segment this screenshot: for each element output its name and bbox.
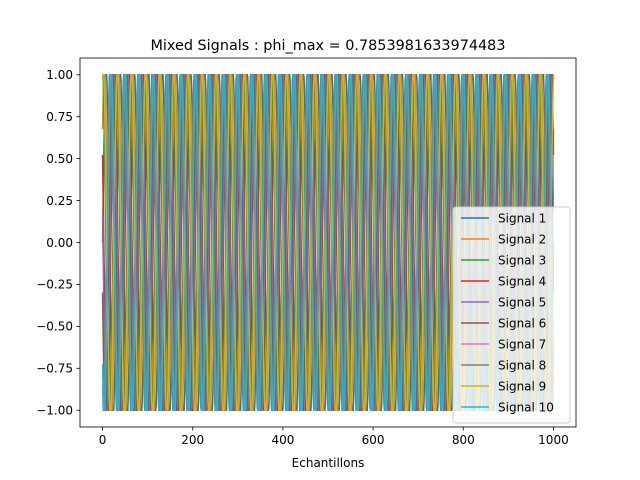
chart-title: Mixed Signals : phi_max = 0.785398163397… bbox=[151, 38, 506, 54]
x-tick-label: 400 bbox=[271, 433, 294, 447]
x-axis-label: Echantillons bbox=[292, 456, 365, 470]
legend-box bbox=[452, 206, 571, 424]
legend-label: Signal 5 bbox=[498, 296, 546, 310]
legend-label: Signal 4 bbox=[498, 275, 546, 289]
x-tick-label: 800 bbox=[452, 433, 475, 447]
y-tick-label: −1.00 bbox=[36, 404, 73, 418]
legend: Signal 1 Signal 2 Signal 3 Signal 4 Signal 5… bbox=[452, 206, 571, 424]
legend-label: Signal 1 bbox=[498, 212, 546, 226]
y-axis: −1.00 −0.75 −0.50 −0.25 0.00 0.25 0.50 0.75 1.00 bbox=[36, 68, 80, 418]
x-tick-label: 1000 bbox=[538, 433, 569, 447]
x-tick-label: 0 bbox=[99, 433, 107, 447]
y-tick-label: −0.75 bbox=[36, 362, 73, 376]
series-line-8 bbox=[102, 74, 555, 411]
legend-label: Signal 10 bbox=[498, 401, 554, 415]
legend-label: Signal 2 bbox=[498, 233, 546, 247]
x-tick-label: 200 bbox=[181, 433, 204, 447]
legend-label: Signal 6 bbox=[498, 317, 546, 331]
legend-label: Signal 3 bbox=[498, 254, 546, 268]
y-tick-label: −0.50 bbox=[36, 320, 73, 334]
series-line-10 bbox=[101, 74, 555, 411]
y-tick-label: 1.00 bbox=[46, 68, 73, 82]
x-tick-label: 600 bbox=[362, 433, 385, 447]
y-tick-label: 0.00 bbox=[46, 236, 73, 250]
y-tick-label: 0.25 bbox=[46, 194, 73, 208]
x-axis: 0 200 400 600 800 1000 bbox=[99, 427, 569, 447]
y-tick-label: 0.75 bbox=[46, 110, 73, 124]
y-tick-label: −0.25 bbox=[36, 278, 73, 292]
series-layer bbox=[101, 74, 555, 411]
y-tick-label: 0.50 bbox=[46, 152, 73, 166]
legend-label: Signal 9 bbox=[498, 380, 546, 394]
legend-label: Signal 7 bbox=[498, 338, 546, 352]
legend-label: Signal 8 bbox=[498, 359, 546, 373]
